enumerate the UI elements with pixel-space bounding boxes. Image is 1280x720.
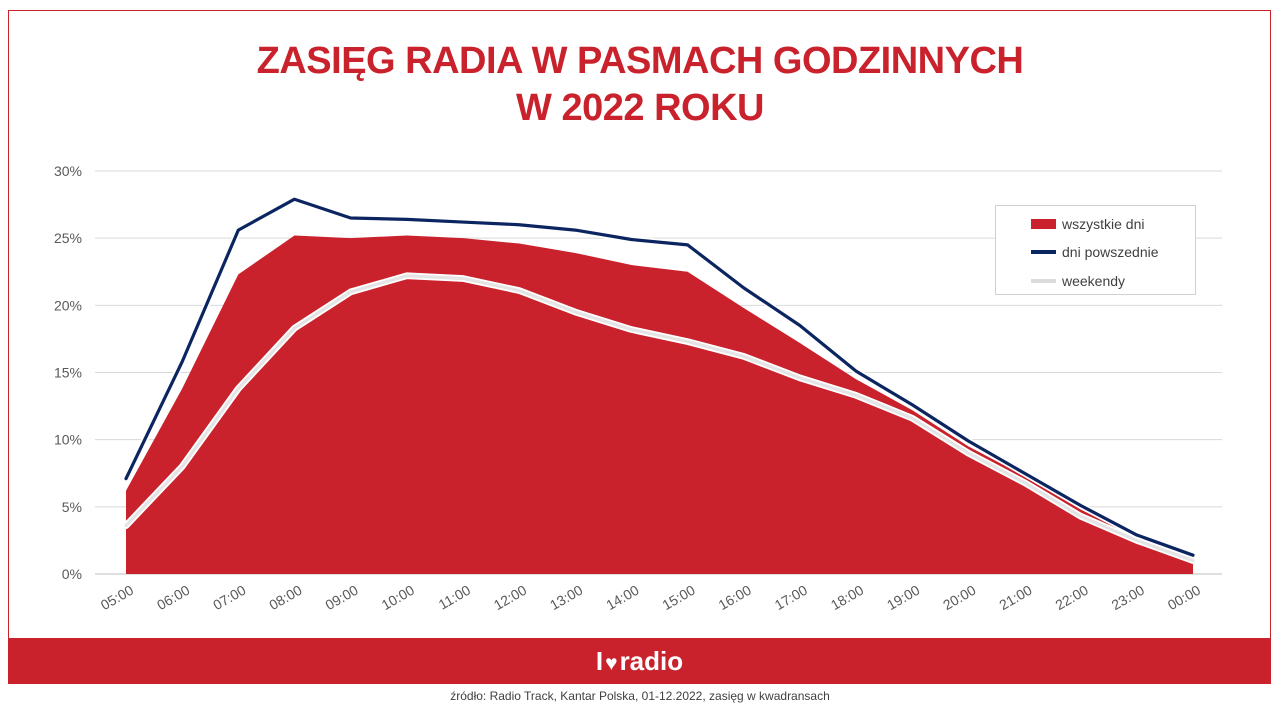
y-tick-label: 5%: [62, 499, 82, 515]
line-series-weekendy: [124, 274, 1195, 563]
x-tick-label: 22:00: [1052, 582, 1091, 613]
logo-prefix: I: [595, 646, 604, 676]
chart-title-line-1: ZASIĘG RADIA W PASMACH GODZINNYCH: [256, 40, 1024, 82]
legend-swatch-weekday-line: [1031, 250, 1056, 254]
x-tick-label: 23:00: [1109, 582, 1148, 613]
x-tick-label: 19:00: [884, 582, 923, 613]
x-tick-label: 18:00: [828, 582, 867, 613]
x-tick-label: 09:00: [322, 582, 361, 613]
x-tick-label: 20:00: [940, 582, 979, 613]
x-tick-label: 00:00: [1165, 582, 1204, 613]
x-tick-label: 11:00: [436, 582, 474, 613]
x-tick-label: 08:00: [266, 582, 305, 613]
logo-word: radio: [619, 646, 684, 676]
x-tick-label: 17:00: [772, 582, 811, 613]
legend-swatch-weekend-line: [1031, 279, 1056, 283]
area-series-wszystkie-dni: [126, 235, 1193, 575]
y-tick-label: 10%: [54, 432, 82, 448]
y-tick-label: 0%: [62, 566, 82, 582]
legend-label-wszystkie-dni: wszystkie dni: [1062, 216, 1145, 232]
legend-swatch-area: [1031, 219, 1056, 229]
y-tick-label: 25%: [54, 230, 82, 246]
x-tick-label: 05:00: [98, 582, 137, 613]
x-tick-label: 21:00: [996, 582, 1035, 613]
y-tick-label: 20%: [54, 297, 82, 313]
x-tick-label: 13:00: [547, 582, 586, 613]
y-tick-label: 15%: [54, 365, 82, 381]
legend: wszystkie dni dni powszednie weekendy: [995, 205, 1196, 295]
footer-band: I♥radio: [8, 638, 1271, 684]
legend-item-dni-powszednie: dni powszednie: [996, 242, 1196, 262]
chart-title-line-2: W 2022 ROKU: [516, 87, 764, 129]
x-tick-label: 15:00: [659, 582, 698, 613]
x-tick-label: 12:00: [491, 582, 530, 613]
x-tick-label: 07:00: [210, 582, 249, 613]
legend-item-weekendy: weekendy: [996, 271, 1196, 291]
series-layer: [122, 195, 1197, 575]
chart-title: ZASIĘG RADIA W PASMACH GODZINNYCH W 2022…: [0, 38, 1280, 132]
x-tick-label: 14:00: [603, 582, 642, 613]
legend-label-weekendy: weekendy: [1062, 273, 1126, 289]
source-note: źródło: Radio Track, Kantar Polska, 01-1…: [450, 689, 830, 703]
x-tick-label: 10:00: [379, 582, 418, 613]
x-tick-label: 06:00: [154, 582, 193, 613]
iradio-logo: I♥radio: [8, 638, 1271, 684]
legend-item-wszystkie-dni: wszystkie dni: [996, 214, 1196, 234]
x-tick-label: 16:00: [716, 582, 755, 613]
heart-icon: ♥: [605, 652, 618, 675]
line-series-dni-powszednie: [124, 197, 1195, 557]
y-tick-label: 30%: [54, 163, 82, 179]
legend-label-dni-powszednie: dni powszednie: [1062, 244, 1159, 260]
